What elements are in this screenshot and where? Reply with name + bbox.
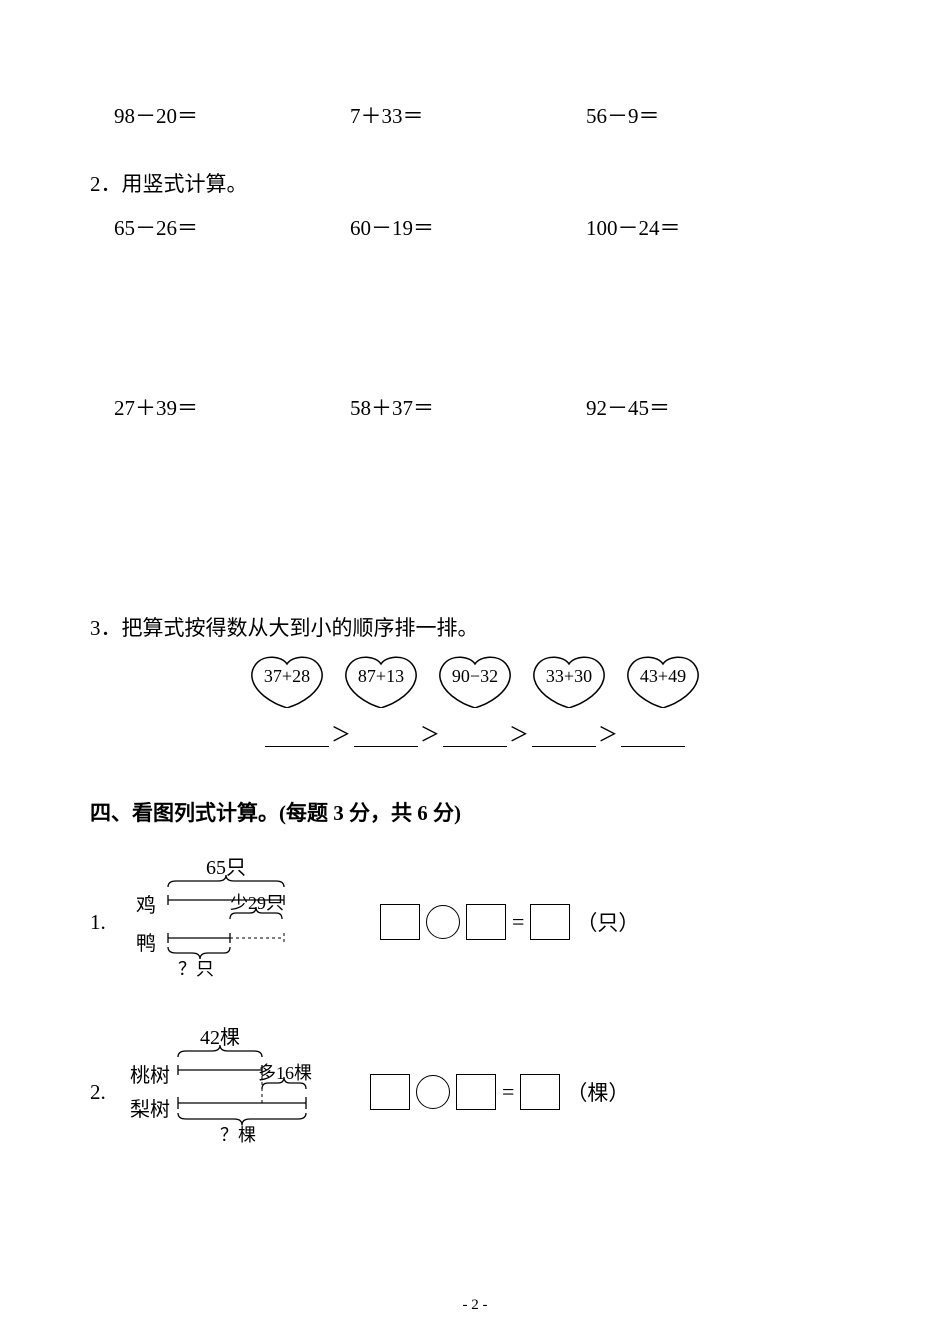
wp1-circle <box>426 905 460 939</box>
problem-1-2: 7＋33＝ <box>350 100 586 130</box>
problem-1-1: 98－20＝ <box>114 100 350 130</box>
wp1-label-chicken: 鸡 <box>136 889 156 918</box>
problem-2b-2: 58＋37＝ <box>350 392 586 422</box>
blank-3 <box>443 731 507 747</box>
blank-5 <box>621 731 685 747</box>
wp2-equals: = <box>502 1079 514 1105</box>
order-line: ＞ ＞ ＞ ＞ <box>90 718 860 747</box>
problem-1-3: 56－9＝ <box>586 100 822 130</box>
wp1-equals: = <box>512 909 524 935</box>
hearts-container: 37+28 87+13 90−32 33+30 43+49 <box>90 656 860 708</box>
problem-row-1: 98－20＝ 7＋33＝ 56－9＝ <box>90 100 860 130</box>
gt-3: ＞ <box>509 724 530 746</box>
word-problem-1: 1. 65只 鸡 少29只 鸭 ？只 = （只） <box>90 867 860 977</box>
wp1-label-duck: 鸭 <box>136 927 156 956</box>
heart-1-text: 37+28 <box>246 666 328 687</box>
gt-2: ＞ <box>420 724 441 746</box>
heart-2: 87+13 <box>340 656 422 708</box>
heart-2-text: 87+13 <box>340 666 422 687</box>
wp2-equation: = （棵） <box>370 1074 629 1110</box>
heart-5-text: 43+49 <box>622 666 704 687</box>
wp2-label-pear: 梨树 <box>130 1093 170 1122</box>
heart-3-text: 90−32 <box>434 666 516 687</box>
wp1-diagram-svg <box>130 867 330 977</box>
problem-2a-1: 65－26＝ <box>114 212 350 242</box>
heart-3: 90−32 <box>434 656 516 708</box>
wp1-diagram: 65只 鸡 少29只 鸭 ？只 <box>130 867 330 977</box>
wp1-unit: （只） <box>576 907 639 937</box>
wp2-circle <box>416 1075 450 1109</box>
wp1-top-value: 65只 <box>190 851 262 880</box>
word-problem-2: 2. 42棵 桃树 多16棵 梨树 ？棵 = （棵） <box>90 1037 860 1147</box>
problem-2a-3: 100－24＝ <box>586 212 822 242</box>
wp1-box-2 <box>466 904 506 940</box>
wp2-box-2 <box>456 1074 496 1110</box>
wp1-equation: = （只） <box>380 904 639 940</box>
section-4-title: 四、看图列式计算。(每题 3 分，共 6 分) <box>90 797 860 827</box>
problem-row-2b: 27＋39＝ 58＋37＝ 92－45＝ <box>90 392 860 422</box>
section-3-heading: 3．把算式按得数从大到小的顺序排一排。 <box>90 612 860 642</box>
section-2-heading: 2．用竖式计算。 <box>90 168 860 198</box>
wp2-box-3 <box>520 1074 560 1110</box>
wp2-box-1 <box>370 1074 410 1110</box>
wp2-diagram: 42棵 桃树 多16棵 梨树 ？棵 <box>130 1037 340 1147</box>
problem-2b-1: 27＋39＝ <box>114 392 350 422</box>
blank-4 <box>532 731 596 747</box>
wp2-unit: （棵） <box>566 1077 629 1107</box>
wp1-unknown: ？只 <box>178 955 214 981</box>
wp1-box-3 <box>530 904 570 940</box>
problem-2b-3: 92－45＝ <box>586 392 822 422</box>
heart-4-text: 33+30 <box>528 666 610 687</box>
blank-2 <box>354 731 418 747</box>
wp2-label-peach: 桃树 <box>130 1059 170 1088</box>
wp2-top-value: 42棵 <box>190 1021 250 1050</box>
heart-1: 37+28 <box>246 656 328 708</box>
problem-row-2a: 65－26＝ 60－19＝ 100－24＝ <box>90 212 860 242</box>
wp1-diff: 少29只 <box>230 889 284 915</box>
wp1-box-1 <box>380 904 420 940</box>
heart-5: 43+49 <box>622 656 704 708</box>
gt-1: ＞ <box>331 724 352 746</box>
page-number: - 2 - <box>0 1297 950 1314</box>
gt-4: ＞ <box>598 724 619 746</box>
wp2-number: 2. <box>90 1080 120 1105</box>
heart-4: 33+30 <box>528 656 610 708</box>
work-space-1 <box>90 252 860 392</box>
wp1-number: 1. <box>90 910 120 935</box>
wp2-diff: 多16棵 <box>258 1059 312 1085</box>
wp2-unknown: ？棵 <box>220 1121 256 1147</box>
blank-1 <box>265 731 329 747</box>
problem-2a-2: 60－19＝ <box>350 212 586 242</box>
work-space-2 <box>90 432 860 592</box>
